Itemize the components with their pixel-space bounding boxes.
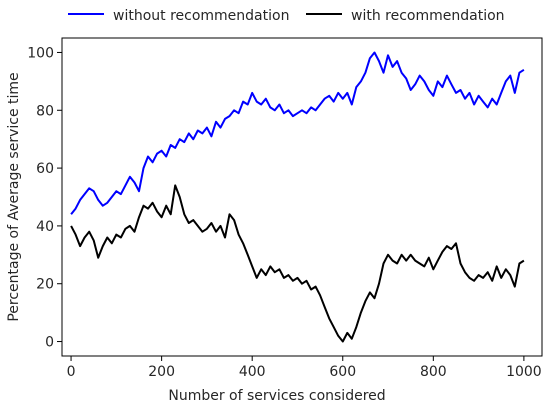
y-tick-label: 80 — [36, 103, 54, 119]
plot-frame — [61, 37, 543, 357]
x-tick-label: 600 — [329, 364, 356, 380]
series-line-without-recommendation — [70, 51, 525, 215]
y-axis: 0 20 40 60 80 100 — [27, 45, 62, 351]
x-tick-label: 1000 — [506, 364, 542, 380]
x-tick-label: 0 — [67, 364, 76, 380]
y-tick-label: 40 — [36, 219, 54, 235]
x-axis: 0 200 400 600 800 1000 — [67, 356, 542, 380]
y-tick-label: 60 — [36, 161, 54, 177]
y-tick-label: 20 — [36, 277, 54, 293]
x-tick-label: 400 — [239, 364, 266, 380]
series-lines — [70, 51, 525, 343]
y-axis-label: Percentage of Average service time — [6, 72, 22, 321]
legend-label-without-recommendation: without recommendation — [113, 8, 289, 24]
y-tick-label: 100 — [27, 45, 54, 61]
x-tick-label: 800 — [420, 364, 447, 380]
x-axis-label: Number of services considered — [168, 388, 385, 404]
series-line-with-recommendation — [70, 184, 525, 343]
legend-label-with-recommendation: with recommendation — [351, 8, 505, 24]
legend: without recommendation with recommendati… — [68, 8, 505, 24]
x-tick-label: 200 — [148, 364, 175, 380]
y-tick-label: 0 — [45, 335, 54, 351]
